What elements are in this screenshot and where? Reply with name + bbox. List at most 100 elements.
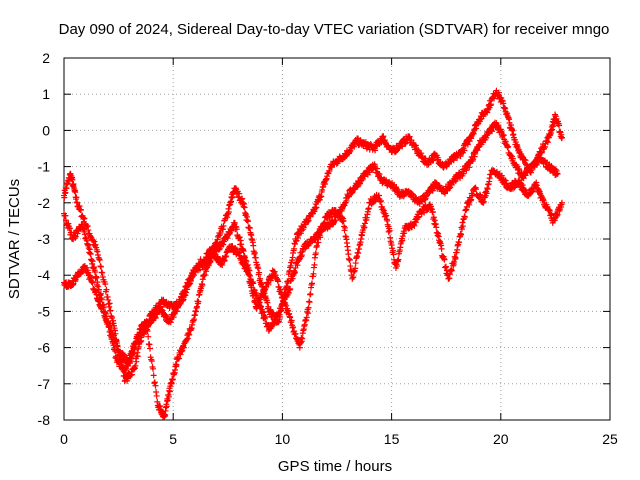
data-point-interp xyxy=(280,295,287,302)
data-point-interp xyxy=(89,258,96,265)
data-point-interp xyxy=(495,89,502,96)
data-point-interp xyxy=(219,262,226,269)
data-point-interp xyxy=(292,241,299,248)
data-point-interp xyxy=(130,350,137,357)
data-point-interp xyxy=(310,270,317,277)
data-point-interp xyxy=(276,311,283,318)
data-point-interp xyxy=(128,371,135,378)
data-point-interp xyxy=(386,227,393,234)
data-point-interp xyxy=(186,331,193,338)
data-point-interp xyxy=(81,215,88,222)
data-point-interp xyxy=(243,262,249,269)
data-point-interp xyxy=(408,137,415,144)
data-point-interp xyxy=(166,388,173,395)
data-point-interp xyxy=(552,166,559,173)
data-point-interp xyxy=(317,234,324,241)
data-point-interp xyxy=(92,241,99,248)
data-point-interp xyxy=(107,307,114,314)
data-point-interp xyxy=(176,355,183,362)
data-point-interp xyxy=(225,209,232,216)
data-point-interp xyxy=(243,211,249,218)
y-axis-label: SDTVAR / TECUs xyxy=(6,179,23,299)
data-point-interp xyxy=(393,263,400,270)
data-point-interp xyxy=(219,226,226,233)
data-point-interp xyxy=(342,224,349,231)
data-point-interp xyxy=(77,206,84,213)
data-point-interp xyxy=(201,271,208,278)
data-point-interp xyxy=(96,256,103,263)
data-point-interp xyxy=(165,393,172,400)
data-point-interp xyxy=(305,310,312,317)
data-point-interp xyxy=(84,222,91,229)
data-point-interp xyxy=(220,222,227,229)
data-point-interp xyxy=(147,345,154,352)
data-point-interp xyxy=(220,241,227,248)
data-point-interp xyxy=(303,314,310,321)
data-point-interp xyxy=(177,299,184,306)
data-point-interp xyxy=(250,292,257,299)
data-point-interp xyxy=(236,249,243,256)
data-point-interp xyxy=(151,380,158,387)
data-point-interp xyxy=(102,281,109,288)
data-point-interp xyxy=(297,230,304,237)
data-point-interp xyxy=(233,226,240,233)
data-point-interp xyxy=(350,274,357,281)
data-point-interp xyxy=(380,133,387,140)
chart-title: Day 090 of 2024, Sidereal Day-to-day VTE… xyxy=(59,21,610,38)
x-tick-label: 5 xyxy=(169,431,177,447)
x-tick-label: 10 xyxy=(275,431,291,447)
data-point-interp xyxy=(406,133,413,140)
data-point-interp xyxy=(259,309,266,316)
data-point-interp xyxy=(264,299,271,306)
data-point-interp xyxy=(346,256,353,263)
data-point-interp xyxy=(519,182,526,189)
data-point-interp xyxy=(365,205,372,212)
data-point-interp xyxy=(466,164,473,171)
data-point-interp xyxy=(299,335,306,342)
data-point-interp xyxy=(215,246,222,253)
data-point-interp xyxy=(109,315,116,322)
data-point-interp xyxy=(103,286,110,293)
data-point xyxy=(305,304,312,311)
data-point-interp xyxy=(489,128,496,135)
data-point-interp xyxy=(98,263,105,270)
data-point-interp xyxy=(283,302,290,309)
data-point-interp xyxy=(193,303,200,310)
data-point-interp xyxy=(224,214,231,221)
x-tick-label: 15 xyxy=(384,431,400,447)
data-point-interp xyxy=(483,190,490,197)
y-tick-label: 1 xyxy=(42,86,50,102)
data-point-interp xyxy=(154,398,161,405)
data-point-interp xyxy=(311,261,318,268)
data-point-interp xyxy=(256,299,263,306)
x-tick-label: 20 xyxy=(493,431,509,447)
data-point-interp xyxy=(153,392,160,399)
data-point xyxy=(554,170,561,177)
y-tick-label: -5 xyxy=(38,303,51,319)
data-point-interp xyxy=(173,361,180,368)
data-point-interp xyxy=(99,273,106,280)
data-point-interp xyxy=(163,313,170,320)
data-point-interp xyxy=(446,185,453,192)
data-point-interp xyxy=(544,139,551,146)
data-point-interp xyxy=(294,234,301,241)
data-point-interp xyxy=(488,101,495,108)
data-point-interp xyxy=(287,285,294,292)
data-point-interp xyxy=(448,267,455,274)
data-point-interp xyxy=(94,251,101,258)
data-point-interp xyxy=(244,218,251,225)
data-point-interp xyxy=(245,271,252,278)
data-point-interp xyxy=(294,262,301,269)
data-point-interp xyxy=(458,231,465,238)
data-point-interp xyxy=(255,265,262,272)
data-point-interp xyxy=(361,220,368,227)
data-point-interp xyxy=(451,258,458,265)
data-point-interp xyxy=(146,341,153,348)
data-point-interp xyxy=(431,184,438,191)
data-point-interp xyxy=(461,214,468,221)
data-point-interp xyxy=(152,382,159,389)
data-point-interp xyxy=(556,122,563,129)
y-tick-label: -4 xyxy=(38,267,51,283)
data-point-interp xyxy=(150,365,157,372)
